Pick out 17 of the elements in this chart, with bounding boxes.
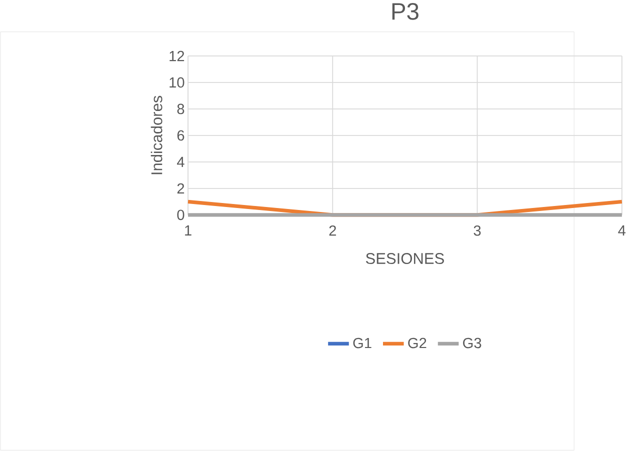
y-tick-label: 0	[177, 210, 184, 220]
x-tick-label: 2	[329, 226, 336, 236]
legend-label: G2	[408, 338, 426, 348]
x-tick-label: 3	[474, 226, 481, 236]
x-tick-label: 4	[618, 226, 626, 236]
y-tick-label: 10	[170, 77, 184, 88]
x-axis-title: SESIONES	[366, 253, 444, 264]
y-axis-title: Indicadores	[150, 96, 162, 174]
y-tick-label: 8	[177, 104, 184, 114]
y-tick-label: 12	[170, 51, 184, 62]
legend-label: G1	[353, 338, 372, 348]
x-tick-label: 1	[185, 226, 192, 236]
y-tick-label: 4	[176, 157, 184, 168]
y-tick-label: 2	[177, 183, 184, 194]
y-tick-label: 6	[177, 130, 184, 141]
chart-title: P3	[392, 3, 418, 20]
legend-label: G3	[463, 338, 482, 348]
